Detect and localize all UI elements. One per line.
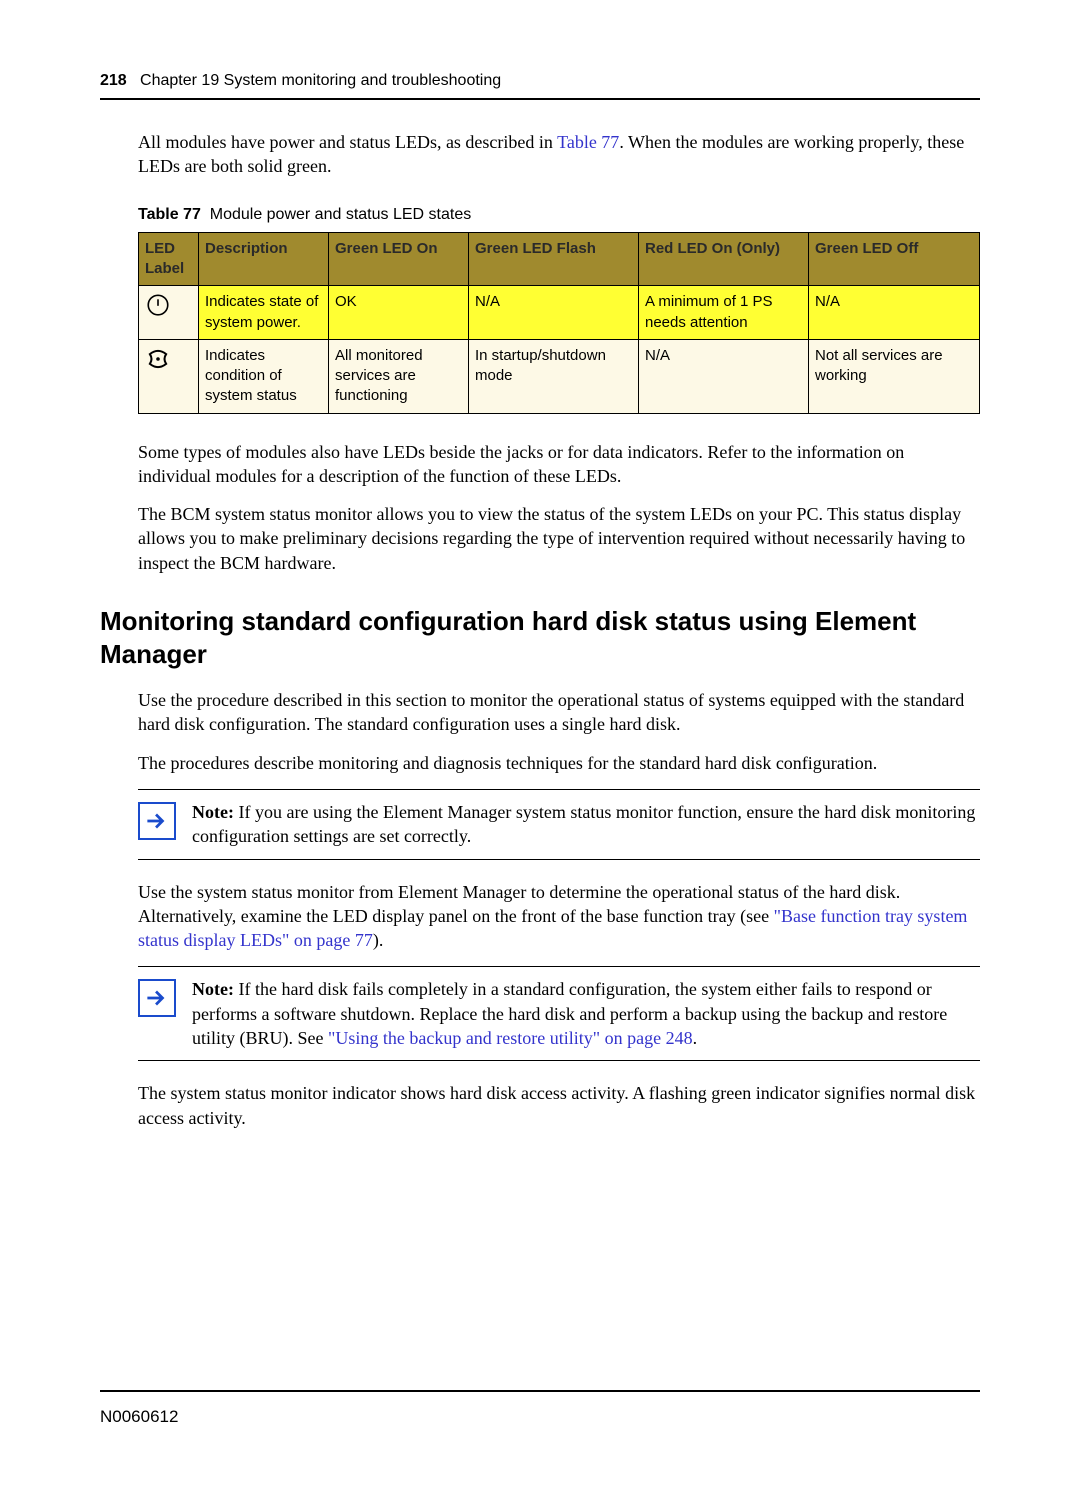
td-flash: N/A — [469, 286, 639, 340]
th-description: Description — [199, 232, 329, 286]
td-on: All monitored services are functioning — [329, 339, 469, 413]
paragraph-5: The procedures describe monitoring and d… — [138, 751, 980, 775]
note2-bottom-rule — [138, 1060, 980, 1061]
note1-body: If you are using the Element Manager sys… — [192, 802, 975, 846]
page-header: 218 Chapter 19 System monitoring and tro… — [100, 70, 980, 92]
td-off: Not all services are working — [809, 339, 980, 413]
body: All modules have power and status LEDs, … — [138, 130, 980, 575]
footer-rule — [100, 1390, 980, 1392]
table77-caption: Table 77 Module power and status LED sta… — [138, 204, 980, 226]
note1-text: Note: If you are using the Element Manag… — [192, 800, 980, 849]
note1-bottom-rule — [138, 859, 980, 860]
paragraph-7: The system status monitor indicator show… — [138, 1081, 980, 1130]
note2-bold: Note: — [192, 979, 234, 999]
paragraph-3: The BCM system status monitor allows you… — [138, 502, 980, 575]
table77-caption-text: Module power and status LED states — [210, 206, 471, 223]
note1-top-rule — [138, 789, 980, 790]
intro-paragraph: All modules have power and status LEDs, … — [138, 130, 980, 179]
para6-text-2: ). — [373, 930, 384, 950]
td-on: OK — [329, 286, 469, 340]
chapter-title: Chapter 19 System monitoring and trouble… — [140, 72, 501, 89]
note2-body-2: . — [693, 1028, 698, 1048]
table77-link[interactable]: Table 77 — [557, 132, 619, 152]
table77: LED Label Description Green LED On Green… — [138, 232, 980, 414]
paragraph-4: Use the procedure described in this sect… — [138, 688, 980, 737]
note-2: Note: If the hard disk fails completely … — [138, 977, 980, 1050]
note2-text: Note: If the hard disk fails completely … — [192, 977, 980, 1050]
header-rule — [100, 98, 980, 100]
section-body: Use the procedure described in this sect… — [138, 688, 980, 1130]
note-1: Note: If you are using the Element Manag… — [138, 800, 980, 849]
power-icon — [145, 292, 171, 318]
table-row: Indicates state of system power. OK N/A … — [139, 286, 980, 340]
td-desc: Indicates condition of system status — [199, 339, 329, 413]
td-desc: Indicates state of system power. — [199, 286, 329, 340]
th-led-label: LED Label — [139, 232, 199, 286]
power-led-icon-cell — [139, 286, 199, 340]
page-number: 218 — [100, 72, 127, 89]
status-led-icon-cell — [139, 339, 199, 413]
table-row: Indicates condition of system status All… — [139, 339, 980, 413]
section-heading: Monitoring standard configuration hard d… — [100, 605, 980, 670]
footer-area: N0060612 — [100, 1390, 980, 1429]
note-arrow-icon — [138, 979, 176, 1017]
th-green-on: Green LED On — [329, 232, 469, 286]
table77-caption-label: Table 77 — [138, 206, 201, 223]
paragraph-2: Some types of modules also have LEDs bes… — [138, 440, 980, 489]
th-green-flash: Green LED Flash — [469, 232, 639, 286]
td-flash: In startup/shutdown mode — [469, 339, 639, 413]
td-red: N/A — [639, 339, 809, 413]
note1-bold: Note: — [192, 802, 234, 822]
th-red-on: Red LED On (Only) — [639, 232, 809, 286]
table-header-row: LED Label Description Green LED On Green… — [139, 232, 980, 286]
document-number: N0060612 — [100, 1406, 980, 1429]
td-red: A minimum of 1 PS needs attention — [639, 286, 809, 340]
td-off: N/A — [809, 286, 980, 340]
intro-text-1: All modules have power and status LEDs, … — [138, 132, 557, 152]
th-green-off: Green LED Off — [809, 232, 980, 286]
paragraph-6: Use the system status monitor from Eleme… — [138, 880, 980, 953]
note2-top-rule — [138, 966, 980, 967]
bru-link[interactable]: "Using the backup and restore utility" o… — [328, 1028, 693, 1048]
note-arrow-icon — [138, 802, 176, 840]
status-icon — [145, 346, 171, 372]
